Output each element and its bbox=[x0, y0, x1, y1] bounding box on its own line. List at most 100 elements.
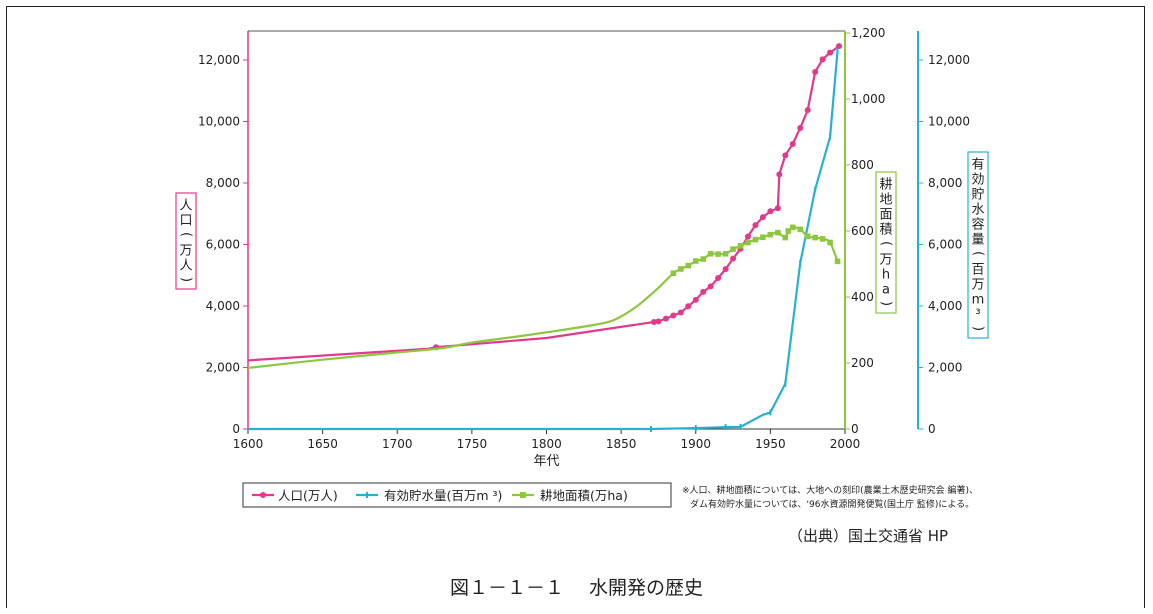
series-2-point-1890 bbox=[678, 266, 684, 272]
source-citation: （出典）国土交通省 HP bbox=[788, 527, 949, 545]
green-tick-label-1000: 1,000 bbox=[851, 92, 885, 106]
series-2-point-1962 bbox=[785, 228, 792, 234]
series-2-point-1995 bbox=[834, 258, 841, 265]
x-tick-label-2000: 2000 bbox=[830, 437, 861, 451]
series-0-point-1935 bbox=[744, 233, 751, 240]
series-2-point-1990 bbox=[827, 239, 833, 246]
left-tick-label-4000: 4,000 bbox=[206, 299, 240, 313]
left-tick-label-12000: 12,000 bbox=[198, 53, 240, 67]
green-tick-label-1200: 1,200 bbox=[851, 26, 885, 40]
x-tick-label-1800: 1800 bbox=[531, 437, 562, 451]
series-0-point-1990 bbox=[827, 49, 834, 56]
blue-tick-label-12000: 12,000 bbox=[928, 53, 970, 67]
svg-text:万: 万 bbox=[179, 244, 192, 259]
svg-text:): ) bbox=[879, 301, 894, 306]
series-2-point-1975 bbox=[804, 233, 811, 240]
note-line-1: ※人口、耕地面積については、大地への刻印(農業土木歴史研究会 編著)、 bbox=[682, 486, 978, 496]
left-axis-title-box bbox=[175, 192, 197, 290]
svg-text:万: 万 bbox=[879, 253, 892, 268]
x-tick-label-1700: 1700 bbox=[382, 437, 413, 451]
green-tick-label-400: 400 bbox=[851, 290, 874, 304]
x-axis-title: 年代 bbox=[533, 454, 559, 469]
series-0-point-1960 bbox=[782, 152, 789, 159]
x-tick-label-1600: 1600 bbox=[233, 437, 264, 451]
series-2-point-1910 bbox=[707, 250, 714, 257]
svg-text:): ) bbox=[971, 326, 986, 331]
x-tick-label-1950: 1950 bbox=[755, 437, 786, 451]
series-2-point-1950 bbox=[767, 231, 774, 238]
x-tick-label-1900: 1900 bbox=[680, 437, 711, 451]
blue-tick-label-8000: 8,000 bbox=[928, 176, 962, 190]
series-0-point-1945 bbox=[759, 214, 766, 221]
series-2-point-1965 bbox=[789, 224, 796, 231]
left-tick-label-0: 0 bbox=[232, 422, 240, 436]
svg-text:h: h bbox=[882, 268, 890, 283]
series-line-0 bbox=[247, 45, 840, 362]
series-0-point-1875 bbox=[655, 318, 662, 325]
series-0-point-1915 bbox=[715, 275, 722, 282]
legend-box bbox=[242, 482, 672, 508]
left-tick-label-10000: 10,000 bbox=[198, 115, 240, 129]
svg-text:量: 量 bbox=[971, 233, 984, 248]
svg-text:貯: 貯 bbox=[971, 188, 984, 203]
series-0-point-1965 bbox=[789, 140, 796, 147]
series-2-point-1925 bbox=[730, 246, 736, 252]
left-tick-label-2000: 2,000 bbox=[206, 361, 240, 375]
svg-text:m: m bbox=[972, 293, 985, 308]
series-0-point-1885 bbox=[670, 312, 677, 319]
x-tick-label-1650: 1650 bbox=[307, 437, 338, 451]
series-2-point-1900 bbox=[692, 258, 699, 264]
green-tick-label-0: 0 bbox=[851, 422, 859, 436]
series-0-point-1905 bbox=[700, 288, 707, 295]
series-0-point-1890 bbox=[677, 309, 684, 316]
series-0-point-1872 bbox=[650, 318, 657, 325]
figure-frame bbox=[6, 6, 1145, 608]
svg-text:(: ( bbox=[971, 251, 986, 256]
legend-marker-0 bbox=[260, 492, 266, 498]
series-0-point-1940 bbox=[752, 222, 759, 229]
figure-caption: 図１－１－１ 水開発の歴史 bbox=[449, 577, 704, 599]
series-2-point-1985 bbox=[819, 236, 826, 242]
blue-tick-label-2000: 2,000 bbox=[928, 361, 962, 375]
svg-text:口: 口 bbox=[179, 214, 192, 229]
series-0-point-1910 bbox=[707, 283, 714, 290]
svg-text:容: 容 bbox=[971, 217, 984, 233]
x-tick-label-1850: 1850 bbox=[606, 437, 637, 451]
note-line-2: ダム有効貯水量については、'96水資源開発便覧(国土庁 監修)による。 bbox=[690, 500, 975, 510]
series-0-point-1950 bbox=[767, 208, 774, 215]
svg-text:面: 面 bbox=[879, 208, 892, 223]
blue-tick-label-10000: 10,000 bbox=[928, 115, 970, 129]
svg-text:効: 効 bbox=[971, 173, 984, 188]
svg-text:有: 有 bbox=[971, 158, 984, 173]
svg-text:百: 百 bbox=[971, 263, 984, 278]
series-2-point-1915 bbox=[715, 251, 721, 257]
series-0-point-1985 bbox=[819, 56, 826, 63]
svg-text:(: ( bbox=[179, 232, 194, 237]
legend-label-2: 耕地面積(万ha) bbox=[540, 488, 628, 503]
legend-label-1: 有効貯水量(百万m ³) bbox=[384, 488, 502, 503]
series-2-point-1945 bbox=[760, 234, 766, 241]
series-0-point-1920 bbox=[722, 266, 729, 273]
series-0-point-1955 bbox=[774, 205, 781, 212]
svg-text:³: ³ bbox=[975, 308, 980, 323]
series-0-point-1956 bbox=[776, 171, 783, 178]
series-2-point-1895 bbox=[685, 262, 692, 269]
svg-text:積: 積 bbox=[879, 223, 892, 238]
series-2-point-1905 bbox=[700, 256, 707, 262]
left-tick-label-8000: 8,000 bbox=[206, 176, 240, 190]
left-tick-label-6000: 6,000 bbox=[206, 238, 240, 252]
blue-tick-label-4000: 4,000 bbox=[928, 299, 962, 313]
svg-text:耕: 耕 bbox=[879, 177, 892, 193]
svg-text:): ) bbox=[179, 277, 194, 282]
series-0-point-1895 bbox=[685, 303, 692, 310]
blue-axis-title-box bbox=[967, 151, 989, 339]
svg-text:a: a bbox=[882, 283, 890, 298]
series-line-1 bbox=[248, 50, 839, 431]
blue-tick-label-0: 0 bbox=[928, 422, 936, 436]
series-2-point-1980 bbox=[812, 234, 818, 241]
svg-text:地: 地 bbox=[879, 193, 892, 208]
legend-marker-2 bbox=[520, 492, 526, 498]
series-2-point-1935 bbox=[745, 239, 751, 246]
series-2-point-1920 bbox=[722, 250, 729, 257]
